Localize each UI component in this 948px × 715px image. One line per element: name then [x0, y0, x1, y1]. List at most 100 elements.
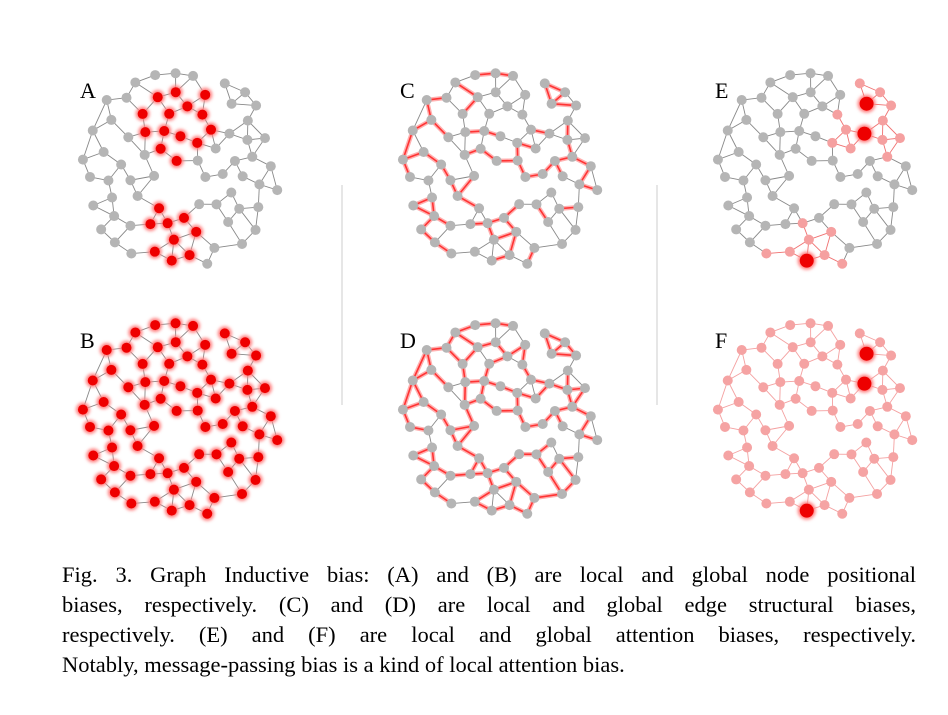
node — [130, 77, 141, 88]
edge — [82, 130, 94, 160]
node — [720, 421, 731, 432]
node — [882, 401, 893, 412]
node — [482, 218, 493, 229]
node — [140, 377, 151, 388]
node — [889, 429, 900, 440]
caption-line: Notably, message-passing bias is a kind … — [62, 652, 625, 677]
node — [549, 155, 560, 166]
panel-label: F — [715, 328, 727, 353]
node — [760, 220, 771, 231]
node — [720, 171, 731, 182]
node — [418, 396, 429, 407]
node — [237, 171, 248, 182]
node — [888, 202, 899, 213]
node — [530, 143, 541, 154]
node — [159, 375, 170, 386]
node — [452, 440, 463, 451]
node — [546, 437, 557, 448]
node — [445, 425, 456, 436]
node — [900, 411, 911, 422]
node — [240, 87, 251, 98]
node — [845, 143, 856, 154]
node — [139, 399, 150, 410]
node — [508, 320, 519, 331]
node — [805, 68, 816, 79]
node — [96, 474, 107, 485]
node — [803, 234, 814, 245]
node — [210, 143, 221, 154]
node — [840, 124, 851, 135]
panel-label: B — [80, 328, 95, 353]
node — [96, 224, 107, 235]
node — [209, 242, 220, 253]
node — [154, 203, 165, 214]
node — [731, 474, 742, 485]
node — [832, 109, 843, 120]
node — [470, 70, 481, 81]
node — [253, 452, 264, 463]
node — [570, 224, 581, 235]
node — [137, 108, 148, 119]
node — [192, 155, 203, 166]
panel-label: C — [400, 78, 415, 103]
node — [242, 365, 253, 376]
edge — [402, 130, 414, 160]
node — [247, 151, 258, 162]
graph-panel — [712, 68, 918, 270]
node — [790, 143, 801, 154]
node — [490, 337, 501, 348]
node — [202, 258, 213, 269]
node — [857, 126, 872, 141]
node — [837, 508, 848, 519]
node — [452, 190, 463, 201]
node — [247, 401, 258, 412]
node — [810, 131, 821, 142]
node — [265, 411, 276, 422]
node — [237, 488, 248, 499]
caption: Fig. 3. Graph Inductive bias: (A) and (B… — [62, 560, 916, 680]
node — [446, 498, 457, 509]
node — [799, 358, 810, 369]
node — [226, 187, 237, 198]
node — [421, 95, 432, 106]
node — [475, 143, 486, 154]
graph-panel — [397, 68, 603, 269]
node — [823, 70, 834, 81]
node — [765, 77, 776, 88]
node — [191, 226, 202, 237]
node — [758, 132, 769, 143]
node — [469, 496, 480, 507]
node — [109, 487, 120, 498]
node — [742, 442, 753, 453]
node — [723, 450, 734, 461]
node — [875, 87, 886, 98]
node — [170, 318, 181, 329]
node — [846, 199, 857, 210]
node — [178, 462, 189, 473]
node — [407, 125, 418, 136]
node — [125, 220, 136, 231]
node — [205, 374, 216, 385]
node — [436, 159, 447, 170]
node — [200, 422, 211, 433]
node — [531, 449, 542, 460]
node — [780, 219, 791, 230]
node — [529, 242, 540, 253]
node — [126, 248, 137, 259]
node — [819, 250, 830, 261]
node — [741, 364, 752, 375]
node — [758, 382, 769, 393]
node — [574, 179, 585, 190]
node — [140, 127, 151, 138]
node — [894, 383, 905, 394]
node — [465, 469, 476, 480]
node — [149, 496, 160, 507]
node — [835, 339, 846, 350]
node — [829, 449, 840, 460]
node — [469, 170, 480, 181]
node — [819, 500, 830, 511]
node — [408, 450, 419, 461]
node — [775, 377, 786, 388]
node — [188, 320, 199, 331]
node — [149, 246, 160, 257]
